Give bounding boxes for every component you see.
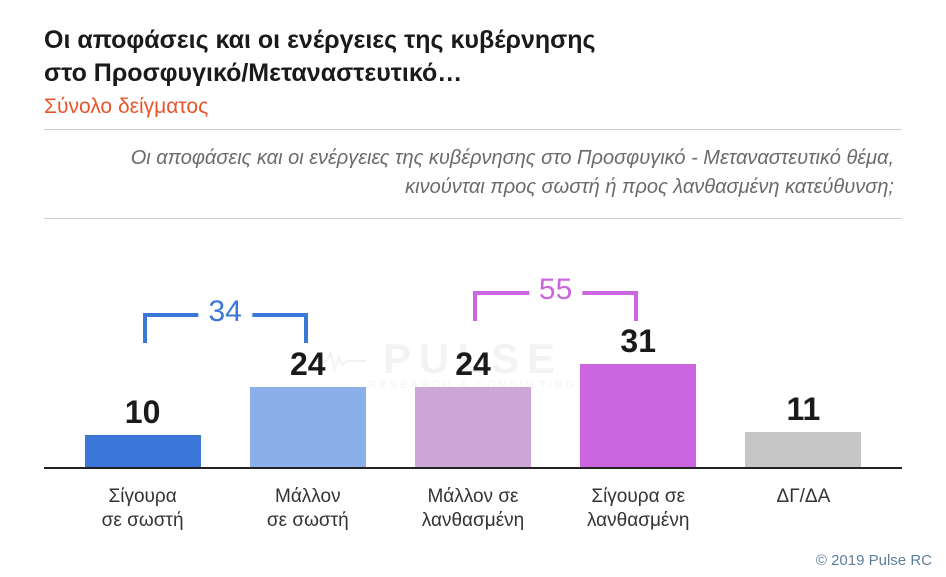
category-label: Μάλλον σε λανθασμένη <box>422 485 524 531</box>
category-label-wrap: Σίγουρα σε λανθασμένη <box>556 475 721 531</box>
bar-value: 24 <box>455 346 491 383</box>
bar-value: 31 <box>620 323 656 360</box>
bracket-label: 55 <box>529 273 582 307</box>
bar-value: 24 <box>290 346 326 383</box>
bar <box>580 364 696 469</box>
category-label: Μάλλον σε σωστή <box>267 485 349 531</box>
category-label: Σίγουρα σε σωστή <box>102 485 184 531</box>
chart-container: Οι αποφάσεις και οι ενέργειες της κυβέρν… <box>0 0 946 577</box>
category-label-wrap: Σίγουρα σε σωστή <box>60 475 225 531</box>
bar-column: 10 <box>60 394 225 469</box>
bar-column: 31 <box>556 323 721 469</box>
category-labels-row: Σίγουρα σε σωστή Μάλλον σε σωστή Μάλλον σε… <box>60 475 886 531</box>
chart-area: PULSE RESEARCH & CONSULTING 1024243111 Σ… <box>44 231 902 531</box>
bar-column: 24 <box>225 346 390 469</box>
question-text: Οι αποφάσεις και οι ενέργειες της κυβέρν… <box>44 140 902 208</box>
bar-column: 11 <box>721 391 886 469</box>
title-block: Οι αποφάσεις και οι ενέργειες της κυβέρν… <box>44 24 902 119</box>
bracket-label: 34 <box>199 295 252 329</box>
bar <box>250 387 366 469</box>
bar <box>745 432 861 469</box>
chart-baseline <box>44 467 902 469</box>
divider-bottom <box>44 218 902 219</box>
bar-value: 11 <box>787 391 821 428</box>
bar-column: 24 <box>390 346 555 469</box>
divider-top <box>44 129 902 130</box>
title-line-2: στο Προσφυγικό/Μεταναστευτικό… <box>44 57 902 90</box>
bar <box>415 387 531 469</box>
bar-value: 10 <box>125 394 161 431</box>
group-bracket: 34 <box>143 313 308 343</box>
category-label: Σίγουρα σε λανθασμένη <box>587 485 689 531</box>
copyright: © 2019 Pulse RC <box>816 552 932 569</box>
category-label-wrap: Μάλλον σε σωστή <box>225 475 390 531</box>
category-label: ΔΓ/ΔΑ <box>777 485 831 531</box>
subtitle: Σύνολο δείγματος <box>44 95 902 119</box>
title-line-1: Οι αποφάσεις και οι ενέργειες της κυβέρν… <box>44 24 902 57</box>
bar <box>85 435 201 469</box>
category-label-wrap: ΔΓ/ΔΑ <box>721 475 886 531</box>
category-label-wrap: Μάλλον σε λανθασμένη <box>390 475 555 531</box>
group-bracket: 55 <box>473 291 638 321</box>
chart: 10 24 24 31 11 Σίγουρα σε σωστή Μάλλον σε σωσ… <box>44 231 902 531</box>
bars-row: 10 24 24 31 11 <box>60 231 886 469</box>
